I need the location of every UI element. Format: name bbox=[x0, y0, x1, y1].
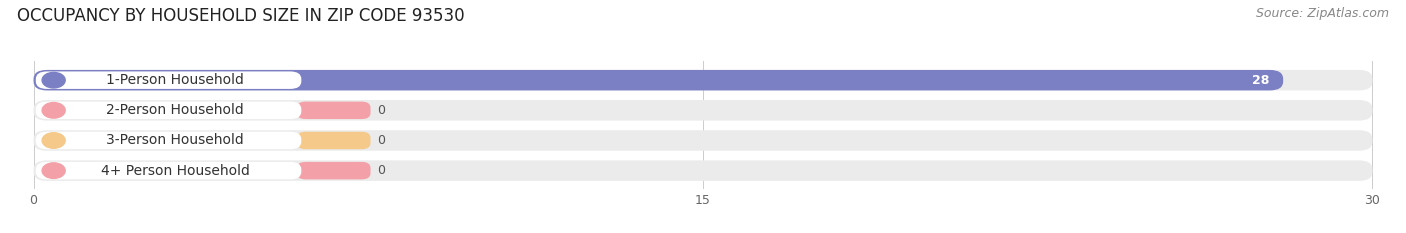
Circle shape bbox=[42, 133, 65, 148]
Text: 0: 0 bbox=[377, 164, 385, 177]
FancyBboxPatch shape bbox=[34, 70, 1284, 90]
FancyBboxPatch shape bbox=[34, 160, 1372, 181]
Text: 1-Person Household: 1-Person Household bbox=[107, 73, 245, 87]
Circle shape bbox=[42, 103, 65, 118]
FancyBboxPatch shape bbox=[297, 162, 371, 179]
Text: 3-Person Household: 3-Person Household bbox=[107, 134, 245, 147]
Text: 28: 28 bbox=[1253, 74, 1270, 87]
FancyBboxPatch shape bbox=[35, 162, 301, 179]
FancyBboxPatch shape bbox=[297, 132, 371, 149]
Text: 0: 0 bbox=[377, 134, 385, 147]
Text: Source: ZipAtlas.com: Source: ZipAtlas.com bbox=[1256, 7, 1389, 20]
FancyBboxPatch shape bbox=[35, 72, 301, 89]
Circle shape bbox=[42, 163, 65, 178]
Text: OCCUPANCY BY HOUSEHOLD SIZE IN ZIP CODE 93530: OCCUPANCY BY HOUSEHOLD SIZE IN ZIP CODE … bbox=[17, 7, 464, 25]
FancyBboxPatch shape bbox=[35, 132, 301, 149]
FancyBboxPatch shape bbox=[34, 100, 1372, 121]
Circle shape bbox=[42, 72, 65, 88]
Text: 2-Person Household: 2-Person Household bbox=[107, 103, 245, 117]
Text: 4+ Person Household: 4+ Person Household bbox=[101, 164, 250, 178]
FancyBboxPatch shape bbox=[297, 102, 371, 119]
FancyBboxPatch shape bbox=[35, 102, 301, 119]
FancyBboxPatch shape bbox=[34, 130, 1372, 151]
FancyBboxPatch shape bbox=[34, 70, 1372, 90]
Text: 0: 0 bbox=[377, 104, 385, 117]
